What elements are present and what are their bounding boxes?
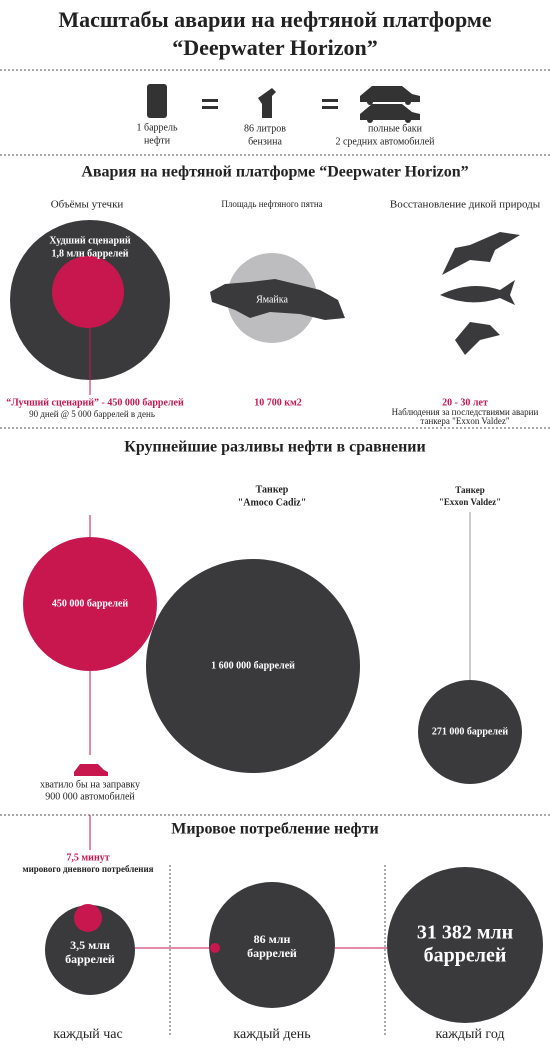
- consumption-circle: [387, 867, 543, 1023]
- note: хватило бы на заправку: [40, 779, 140, 790]
- label: 1 баррель: [136, 122, 177, 133]
- spill-name: Танкер: [256, 484, 289, 495]
- minutes: 7,5 минут: [66, 852, 109, 863]
- best-circle: [52, 256, 124, 328]
- cars-icon: [360, 86, 420, 123]
- column-header: Объёмы утечки: [51, 199, 124, 211]
- section-title: Крупнейшие разливы нефти в сравнении: [124, 439, 425, 456]
- note: танкера "Exxon Valdez": [420, 416, 509, 426]
- label: нефти: [144, 135, 171, 146]
- spill-name: "Amoco Cadiz": [238, 497, 307, 508]
- consumption-dot: [74, 904, 102, 932]
- label: 2 средних автомобилей: [335, 136, 435, 147]
- note: мирового дневного потребления: [22, 864, 153, 874]
- section-title: Мировое потребление нефти: [171, 821, 378, 838]
- consumption-value: 86 млн: [254, 932, 291, 946]
- jamaica-icon: [210, 279, 345, 320]
- wildlife-icons: [440, 232, 520, 355]
- label: полные баки: [368, 123, 423, 134]
- equals-icon: [202, 99, 338, 109]
- label: бензина: [248, 136, 282, 147]
- spill-circle: [418, 680, 522, 784]
- spill-name: "Exxon Valdez": [439, 497, 501, 507]
- car-icon: [74, 764, 108, 776]
- period: каждый день: [233, 1027, 310, 1042]
- consumption-dot: [210, 943, 220, 953]
- consumption-circle: [209, 882, 335, 1008]
- note: Наблюдения за последствиями аварии: [392, 407, 539, 417]
- spill-value: 271 000 баррелей: [432, 726, 509, 737]
- consumption-value: 3,5 млн: [70, 938, 110, 952]
- period: каждый год: [435, 1027, 504, 1042]
- column-header: Восстановление дикой природы: [390, 199, 541, 211]
- map-label: Ямайка: [256, 294, 288, 305]
- section-title: Авария на нефтяной платформе “Deepwater …: [81, 164, 468, 181]
- title: “Deepwater Horizon”: [172, 35, 378, 60]
- consumption-value: баррелей: [247, 946, 297, 960]
- note: 900 000 автомобилей: [45, 791, 135, 802]
- circle-label: 1,8 млн баррелей: [51, 248, 128, 259]
- barrel-icon: [147, 84, 167, 118]
- column-header: Площадь нефтяного пятна: [221, 199, 322, 209]
- period: каждый час: [53, 1027, 122, 1042]
- spill-value: 1 600 000 баррелей: [211, 660, 295, 671]
- spill-name: Танкер: [455, 485, 484, 495]
- spill-value: 450 000 баррелей: [52, 598, 129, 609]
- label: 86 литров: [244, 123, 286, 134]
- spill-circle: [146, 559, 360, 773]
- spill-circle: [23, 537, 157, 671]
- title: Масштабы аварии на нефтяной платформе: [58, 7, 492, 32]
- note: 90 дней @ 5 000 баррелей в день: [29, 409, 155, 419]
- pump-icon: [258, 88, 276, 118]
- circle-label: Худший сценарий: [49, 235, 130, 246]
- best-case: “Лучший сценарий” - 450 000 баррелей: [6, 397, 184, 408]
- consumption-value: баррелей: [65, 952, 115, 966]
- consumption-value: баррелей: [424, 945, 507, 967]
- area: 10 700 км2: [254, 397, 302, 408]
- recovery: 20 - 30 лет: [442, 397, 488, 408]
- consumption-circle: [45, 905, 135, 995]
- consumption-value: 31 382 млн: [417, 922, 513, 944]
